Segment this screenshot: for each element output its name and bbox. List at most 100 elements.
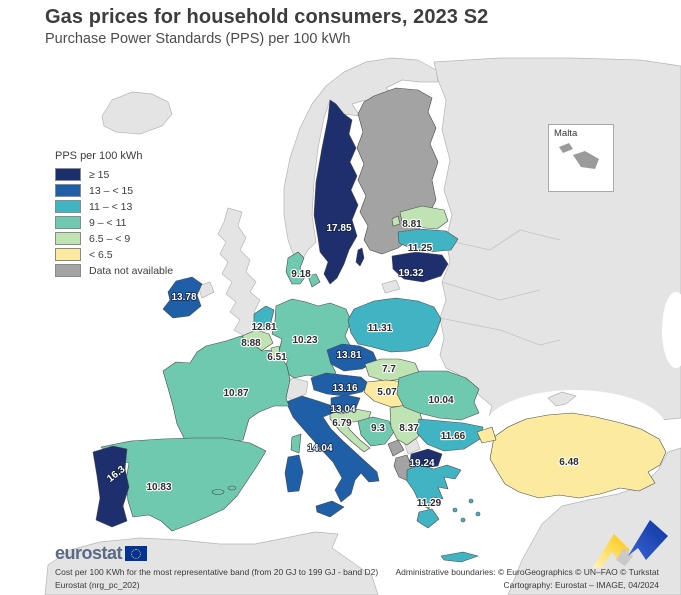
legend-item: Data not available	[55, 264, 173, 277]
footnote-band: Cost per 100 KWh for the most representa…	[55, 567, 379, 577]
country-turkey	[489, 412, 667, 499]
legend-item: 9 – < 11	[55, 216, 173, 229]
image-cartography-logo	[592, 520, 668, 568]
country-montenegro	[387, 439, 405, 457]
legend-item: < 6.5	[55, 248, 173, 261]
spain-balearics-2	[227, 485, 237, 491]
label-romania: 10.04	[428, 395, 453, 406]
header: Gas prices for household consumers, 2023…	[45, 6, 488, 47]
label-croatia: 6.79	[332, 418, 352, 429]
country-bulgaria	[416, 418, 484, 452]
legend-item: ≥ 15	[55, 168, 173, 181]
country-poland	[347, 297, 442, 353]
label-spain: 10.83	[146, 482, 171, 493]
label-sweden: 17.85	[326, 223, 351, 234]
label-germany: 10.23	[292, 335, 317, 346]
greece-peloponnese	[416, 508, 440, 529]
crimea	[547, 391, 577, 407]
label-austria: 13.16	[332, 383, 357, 394]
legend-swatch-9-11	[55, 216, 81, 229]
country-lithuania	[391, 251, 449, 283]
eastern-borders	[439, 229, 561, 346]
logo-blue-chevron	[628, 520, 668, 560]
label-poland: 11.31	[368, 323, 393, 334]
legend-item: 6.5 – < 9	[55, 232, 173, 245]
country-romania	[396, 370, 480, 421]
legend-swatch-lt65	[55, 248, 81, 261]
france-corsica	[290, 433, 302, 454]
turkey-thrace	[476, 426, 497, 444]
country-slovenia	[330, 394, 361, 413]
legend: PPS per 100 kWh ≥ 15 13 – < 15 11 – < 13…	[55, 150, 173, 280]
label-bulgaria: 11.66	[441, 431, 466, 442]
russia-east-land	[433, 57, 681, 431]
country-france	[162, 335, 291, 444]
label-lithuania: 19.32	[398, 268, 423, 279]
label-slovakia: 7.7	[382, 364, 396, 375]
label-north-macedonia: 19.24	[409, 458, 434, 469]
footnote-boundaries: Administrative boundaries: © EuroGeograp…	[395, 567, 659, 577]
eu-stars-icon	[131, 549, 142, 559]
malta-gozo-island	[559, 143, 573, 153]
eu-flag-icon	[125, 546, 148, 561]
malta-main-island	[573, 151, 599, 169]
label-ireland: 13.78	[171, 292, 196, 303]
label-luxembourg: 6.51	[267, 352, 287, 363]
label-czechia: 13.81	[336, 350, 361, 361]
greece-crete	[440, 551, 479, 563]
label-netherlands: 12.81	[251, 322, 276, 333]
greece-island-1	[452, 507, 458, 513]
island-zealand	[307, 273, 321, 288]
legend-label: Data not available	[89, 264, 174, 277]
page-title: Gas prices for household consumers, 2023…	[45, 6, 489, 28]
island-gotland	[355, 247, 365, 267]
norway	[283, 57, 439, 261]
legend-label: 13 – < 15	[89, 184, 134, 197]
eurostat-logo: eurostat	[55, 543, 148, 564]
country-estonia	[399, 205, 449, 230]
label-belgium: 8.88	[241, 338, 261, 349]
country-portugal	[92, 445, 130, 528]
legend-label: 11 – < 13	[89, 200, 133, 213]
page-subtitle: Purchase Power Standards (PPS) per 100 k…	[45, 31, 351, 47]
legend-label: 9 – < 11	[89, 216, 127, 229]
legend-swatch-13-15	[55, 184, 81, 197]
legend-item: 13 – < 15	[55, 184, 173, 197]
legend-item: 11 – < 13	[55, 200, 173, 213]
greece-island-3	[468, 498, 474, 504]
label-latvia: 11.25	[408, 243, 433, 254]
legend-swatch-na	[55, 264, 81, 277]
footnote-left: Cost per 100 KWh for the most representa…	[55, 566, 378, 592]
country-luxembourg	[270, 345, 282, 359]
country-italy	[285, 395, 380, 503]
country-greece	[406, 464, 462, 510]
northern-ireland	[197, 281, 215, 299]
footnote-source: Eurostat (nrg_pc_202)	[55, 580, 140, 590]
logo-gray-chevron	[616, 548, 633, 566]
country-denmark	[285, 251, 307, 285]
island-saaremaa	[391, 215, 401, 227]
kaliningrad	[381, 279, 401, 294]
legend-swatch-ge15	[55, 168, 81, 181]
legend-swatch-11-13	[55, 200, 81, 213]
label-slovenia: 13.04	[330, 404, 355, 415]
label-estonia: 8.81	[402, 219, 422, 230]
legend-label: ≥ 15	[89, 168, 110, 181]
label-turkey: 6.48	[559, 457, 579, 468]
footnote-right: Administrative boundaries: © EuroGeograp…	[395, 566, 659, 592]
country-ireland	[162, 276, 203, 319]
footnote-cartography: Cartography: Eurostat – IMAGE, 04/2024	[503, 580, 659, 590]
legend-swatch-65-9	[55, 232, 81, 245]
caspian-sea	[662, 292, 681, 368]
label-italy: 14.04	[307, 443, 332, 454]
label-serbia: 8.37	[399, 423, 419, 434]
greece-island-4	[475, 511, 481, 517]
iceland	[101, 91, 173, 135]
label-greece: 11.29	[417, 498, 442, 509]
country-north-macedonia	[409, 448, 443, 469]
label-hungary: 5.07	[377, 387, 397, 398]
label-denmark: 9.18	[291, 269, 311, 280]
malta-inset-label: Malta	[554, 128, 578, 139]
